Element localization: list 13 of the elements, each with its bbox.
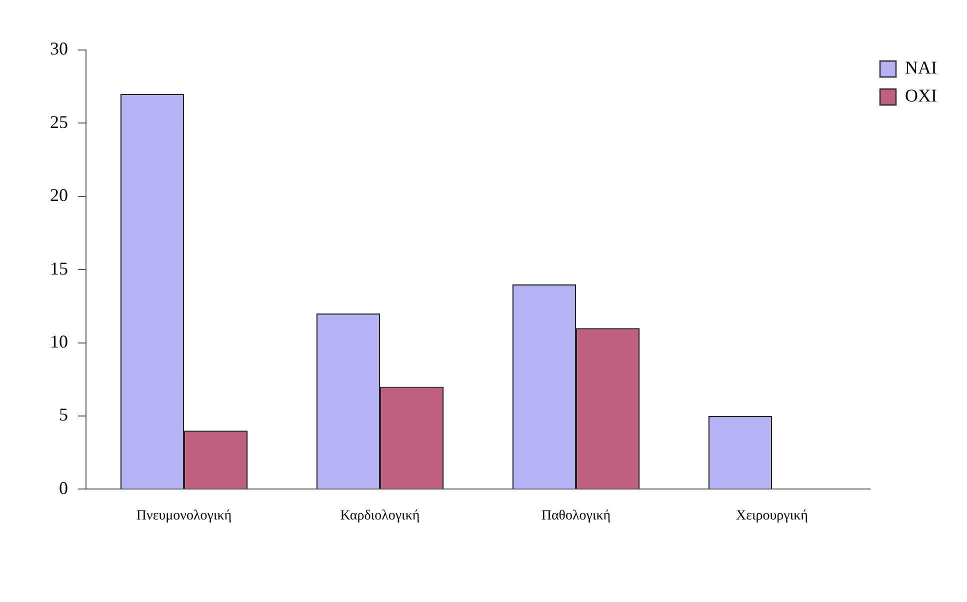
y-tick-label: 15 (50, 258, 68, 278)
x-tick-label: Καρδιολογική (340, 508, 420, 524)
y-tick-label: 0 (59, 478, 68, 498)
x-tick-label: Χειρουργική (736, 508, 808, 524)
y-tick-label: 5 (59, 404, 68, 425)
y-tick-label: 10 (50, 332, 68, 352)
legend-label: OXI (905, 86, 938, 106)
y-tick-label: 20 (50, 185, 68, 206)
x-tick-label: Πνευμονολογική (136, 508, 232, 524)
legend-label: NAI (905, 58, 938, 78)
x-tick-label: Παθολογική (541, 508, 611, 524)
y-tick-label: 25 (50, 112, 68, 132)
y-tick-label: 30 (50, 38, 68, 59)
